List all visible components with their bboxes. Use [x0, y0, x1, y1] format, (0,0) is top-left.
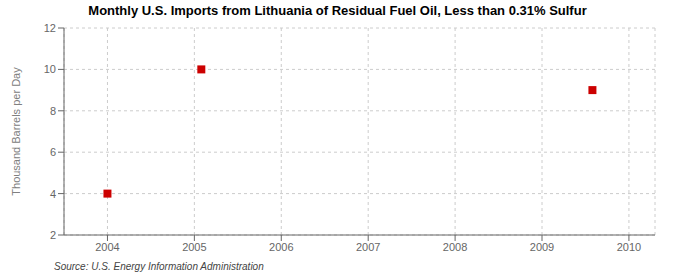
svg-text:2010: 2010	[617, 241, 641, 253]
svg-text:2005: 2005	[182, 241, 206, 253]
svg-text:12: 12	[44, 22, 56, 34]
svg-text:6: 6	[50, 146, 56, 158]
svg-text:4: 4	[50, 188, 56, 200]
svg-text:2004: 2004	[95, 241, 119, 253]
svg-text:2007: 2007	[356, 241, 380, 253]
svg-text:8: 8	[50, 105, 56, 117]
html-text:Monthly U.S. Imports from Lith: Monthly U.S. Imports from Lithuania of R…	[88, 3, 587, 18]
svg-text:2: 2	[50, 229, 56, 241]
html-text:Source: U.S. Energy Informatio: Source: U.S. Energy Information Administ…	[54, 261, 264, 272]
svg-text:Thousand Barrels per Day: Thousand Barrels per Day	[10, 67, 22, 196]
svg-text:2009: 2009	[530, 241, 554, 253]
svg-text:2006: 2006	[269, 241, 293, 253]
svg-text:10: 10	[44, 63, 56, 75]
svg-text:2008: 2008	[443, 241, 467, 253]
